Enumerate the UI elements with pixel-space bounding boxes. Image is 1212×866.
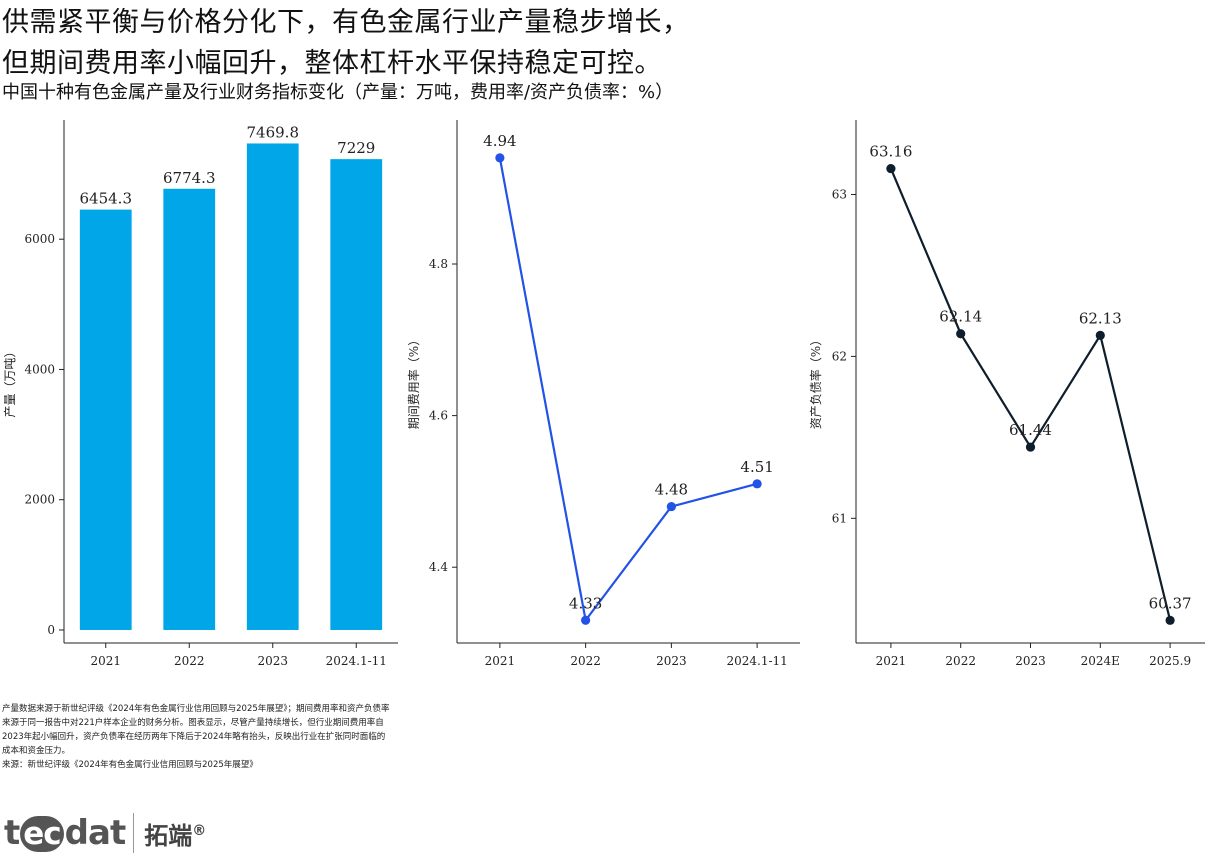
x-tick-label: 2021 xyxy=(876,654,907,668)
x-tick-label: 2022 xyxy=(945,654,976,668)
note-line-2: 来源于同一报告中对221户样本企业的财务分析。图表显示，尽管产量持续增长，但行业… xyxy=(2,718,384,728)
data-point xyxy=(752,479,762,489)
y-axis-title: 资产负债率（%） xyxy=(808,334,823,429)
x-tick-label: 2022 xyxy=(570,654,601,668)
x-tick-label: 2023 xyxy=(1015,654,1046,668)
y-tick-label: 6000 xyxy=(24,232,55,246)
bar-value-label: 7469.8 xyxy=(247,123,300,141)
note-line-3: 2023年起小幅回升，资产负债率在经历两年下降后于2024年略有抬头，反映出行业… xyxy=(2,732,386,742)
point-value-label: 62.14 xyxy=(939,308,982,326)
y-tick-label: 4.8 xyxy=(429,257,448,271)
point-value-label: 60.37 xyxy=(1149,594,1192,612)
note-line-1: 产量数据来源于新世纪评级《2024年有色金属行业信用回顾与2025年展望》；期间… xyxy=(2,704,390,714)
logo-chinese: 拓端® xyxy=(144,821,207,850)
point-value-label: 4.51 xyxy=(740,458,773,476)
x-tick-label: 2021 xyxy=(485,654,516,668)
bar xyxy=(246,143,299,630)
x-tick-label: 2021 xyxy=(90,654,121,668)
data-point xyxy=(886,163,896,174)
bar-value-label: 6774.3 xyxy=(163,169,216,187)
point-value-label: 61.44 xyxy=(1009,421,1052,439)
headline: 供需紧平衡与价格分化下，有色金属行业产量稳步增长， 但期间费用率小幅回升，整体杠… xyxy=(2,2,690,84)
headline-line-2: 但期间费用率小幅回升，整体杠杆水平保持稳定可控。 xyxy=(2,48,662,79)
y-tick-label: 4.6 xyxy=(429,409,448,423)
bar-value-label: 7229 xyxy=(337,139,375,157)
note-line-4: 成本和资金压力。 xyxy=(2,746,71,756)
data-point xyxy=(1025,442,1036,452)
point-value-label: 62.13 xyxy=(1079,309,1122,327)
point-value-label: 4.94 xyxy=(483,132,516,150)
data-point xyxy=(666,501,676,512)
series-line xyxy=(889,168,1172,621)
data-point xyxy=(956,329,966,339)
data-point xyxy=(1165,615,1175,625)
brand-logo: t ec dat 拓端® xyxy=(4,808,206,858)
data-point xyxy=(495,153,505,163)
x-tick-label: 2024.1-11 xyxy=(326,654,387,668)
x-tick-label: 2022 xyxy=(174,654,205,668)
series-line xyxy=(498,157,758,623)
data-point xyxy=(581,615,591,625)
x-tick-label: 2024E xyxy=(1081,654,1120,668)
y-axis-title: 产量（万吨） xyxy=(3,345,17,417)
logo-wordmark: t ec dat xyxy=(4,813,126,853)
headline-line-1: 供需紧平衡与价格分化下，有色金属行业产量稳步增长， xyxy=(2,7,690,38)
bar-value-label: 6454.3 xyxy=(80,190,133,208)
bar xyxy=(330,159,383,630)
logo-divider xyxy=(133,813,135,853)
point-value-label: 4.48 xyxy=(655,481,688,499)
y-tick-label: 0 xyxy=(47,623,55,637)
y-tick-label: 61 xyxy=(832,511,847,525)
y-tick-label: 4000 xyxy=(24,362,55,376)
source-line: 来源：新世纪评级《2024年有色金属行业信用回顾与2025年展望》 xyxy=(2,760,258,770)
bar xyxy=(163,188,216,630)
y-tick-label: 62 xyxy=(832,349,847,363)
bar xyxy=(79,209,132,630)
x-tick-label: 2024.1-11 xyxy=(726,654,787,668)
y-tick-label: 4.4 xyxy=(429,560,448,574)
x-tick-label: 2025.9 xyxy=(1149,654,1191,668)
x-tick-label: 2023 xyxy=(656,654,687,668)
notes: 产量数据来源于新世纪评级《2024年有色金属行业信用回顾与2025年展望》；期间… xyxy=(2,702,502,772)
point-value-label: 63.16 xyxy=(869,143,912,161)
x-tick-label: 2023 xyxy=(257,654,288,668)
y-tick-label: 2000 xyxy=(24,493,55,507)
y-axis-title: 期间费用率（%） xyxy=(406,334,421,429)
y-tick-label: 63 xyxy=(832,187,847,201)
data-point xyxy=(1095,330,1105,340)
chart-subtitle: 中国十种有色金属产量及行业财务指标变化（产量：万吨，费用率/资产负债率：%） xyxy=(2,82,674,103)
point-value-label: 4.33 xyxy=(569,594,602,612)
